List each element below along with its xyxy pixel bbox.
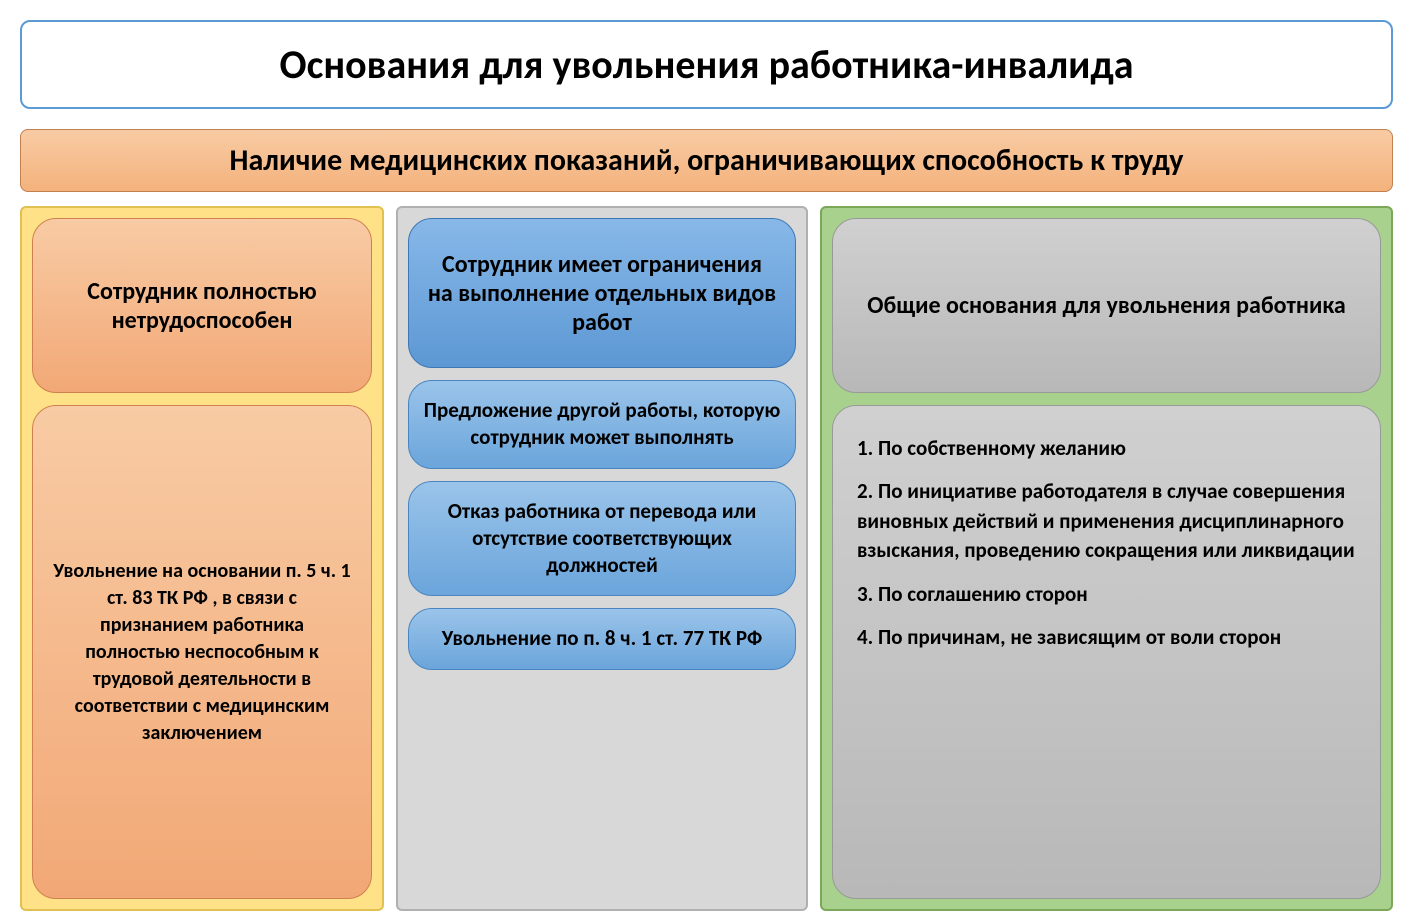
col3-item-1: 1. По собственному желанию (857, 434, 1356, 463)
col2-item-1-text: Предложение другой работы, которую сотру… (424, 397, 781, 450)
col2-item-3: Увольнение по п. 8 ч. 1 ст. 77 ТК РФ (408, 608, 796, 669)
subtitle-banner: Наличие медицинских показаний, ограничив… (20, 129, 1393, 192)
col3-header-text: Общие основания для увольнения работника (867, 291, 1346, 320)
columns-container: Сотрудник полностью нетрудоспособен Увол… (20, 206, 1393, 911)
col2-item-2-text: Отказ работника от перевода или отсутств… (448, 498, 757, 579)
col3-item-4: 4. По причинам, не зависящим от воли сто… (857, 623, 1356, 652)
col2-header-text: Сотрудник имеет ограничения на выполнени… (427, 250, 777, 337)
col2-item-2: Отказ работника от перевода или отсутств… (408, 481, 796, 597)
col3-list-card: 1. По собственному желанию 2. По инициат… (832, 405, 1381, 899)
col1-header-text: Сотрудник полностью нетрудоспособен (51, 277, 353, 335)
col2-item-3-text: Увольнение по п. 8 ч. 1 ст. 77 ТК РФ (442, 625, 763, 651)
col2-header-card: Сотрудник имеет ограничения на выполнени… (408, 218, 796, 368)
col3-item-2: 2. По инициативе работодателя в случае с… (857, 477, 1356, 565)
col1-detail-text: Увольнение на основании п. 5 ч. 1 ст. 83… (51, 558, 353, 747)
column-general: Общие основания для увольнения работника… (820, 206, 1393, 911)
main-title: Основания для увольнения работника-инвал… (20, 20, 1393, 109)
col1-header-card: Сотрудник полностью нетрудоспособен (32, 218, 372, 393)
col2-item-1: Предложение другой работы, которую сотру… (408, 380, 796, 469)
col1-detail-card: Увольнение на основании п. 5 ч. 1 ст. 83… (32, 405, 372, 899)
column-incapacity: Сотрудник полностью нетрудоспособен Увол… (20, 206, 384, 911)
col3-item-3: 3. По соглашению сторон (857, 580, 1356, 609)
col3-header-card: Общие основания для увольнения работника (832, 218, 1381, 393)
column-restrictions: Сотрудник имеет ограничения на выполнени… (396, 206, 808, 911)
